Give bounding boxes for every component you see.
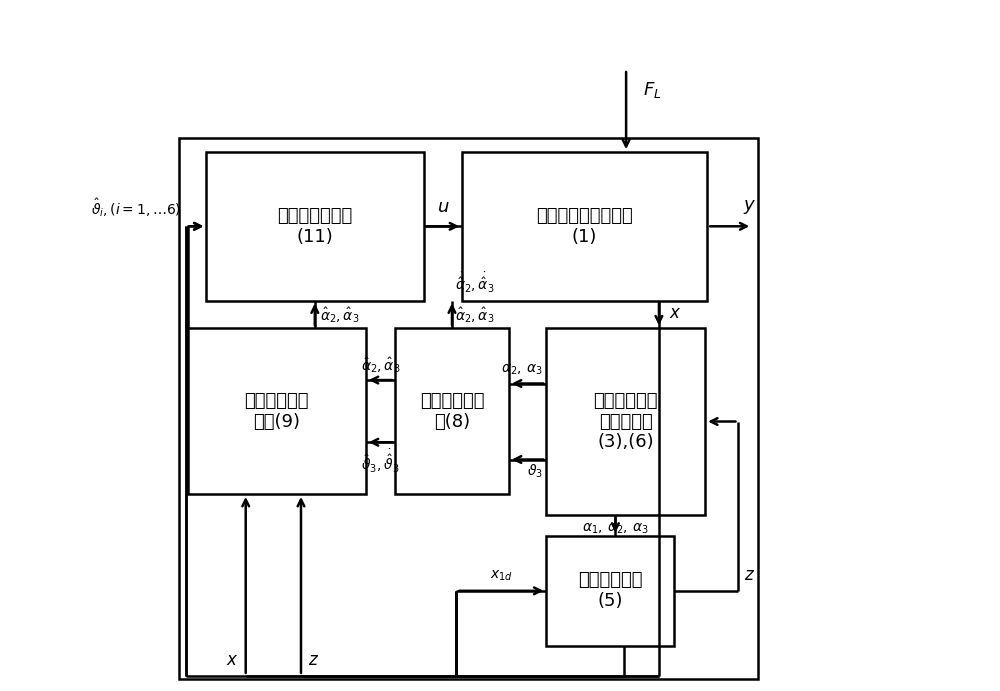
Text: $\hat{\alpha}_2,\hat{\alpha}_3$: $\hat{\alpha}_2,\hat{\alpha}_3$ — [455, 305, 495, 325]
Text: $\alpha_2,\,\alpha_3$: $\alpha_2,\,\alpha_3$ — [501, 362, 543, 377]
Bar — [188, 328, 366, 494]
Bar — [206, 152, 424, 301]
Text: $\hat{\vartheta}_3,\dot{\hat{\vartheta}}_3$: $\hat{\vartheta}_3,\dot{\hat{\vartheta}}… — [361, 448, 400, 475]
Text: 虚拟控制与负
载力计算值
(3),(6): 虚拟控制与负 载力计算值 (3),(6) — [594, 392, 658, 451]
Text: 衰减记忆滤波
器(8): 衰减记忆滤波 器(8) — [420, 392, 484, 430]
Text: $\vartheta_3$: $\vartheta_3$ — [527, 463, 543, 480]
Text: $\hat{\alpha}_2,\hat{\alpha}_3$: $\hat{\alpha}_2,\hat{\alpha}_3$ — [361, 355, 400, 375]
Text: $\alpha_1,\,\alpha_2,\,\alpha_3$: $\alpha_1,\,\alpha_2,\,\alpha_3$ — [582, 522, 649, 536]
Text: $\dot{\hat{\alpha}}_2,\dot{\hat{\alpha}}_3$: $\dot{\hat{\alpha}}_2,\dot{\hat{\alpha}}… — [455, 271, 495, 295]
Text: $u$: $u$ — [437, 200, 449, 216]
Text: $\hat{\alpha}_2,\hat{\alpha}_3$: $\hat{\alpha}_2,\hat{\alpha}_3$ — [320, 305, 360, 325]
Text: $z$: $z$ — [744, 568, 755, 584]
Text: 修正反步控制律
(11): 修正反步控制律 (11) — [278, 207, 353, 246]
Text: $x_{1d}$: $x_{1d}$ — [490, 568, 513, 583]
Text: 电液伺服执行器模型
(1): 电液伺服执行器模型 (1) — [536, 207, 633, 246]
Bar — [395, 328, 509, 494]
Bar — [546, 536, 674, 646]
Text: 参数自适应估
计律(9): 参数自适应估 计律(9) — [245, 392, 309, 430]
Bar — [462, 152, 707, 301]
Text: 系统状态误差
(5): 系统状态误差 (5) — [578, 571, 642, 610]
Text: $x$: $x$ — [669, 306, 682, 323]
Bar — [546, 328, 705, 515]
Text: $y$: $y$ — [743, 198, 757, 216]
Text: $\hat{\vartheta}_i,(i=1,\ldots6)$: $\hat{\vartheta}_i,(i=1,\ldots6)$ — [91, 197, 181, 220]
Text: $z$: $z$ — [308, 653, 319, 669]
Text: $F_L$: $F_L$ — [643, 80, 662, 100]
Text: $x$: $x$ — [226, 653, 239, 669]
Bar — [179, 138, 758, 679]
